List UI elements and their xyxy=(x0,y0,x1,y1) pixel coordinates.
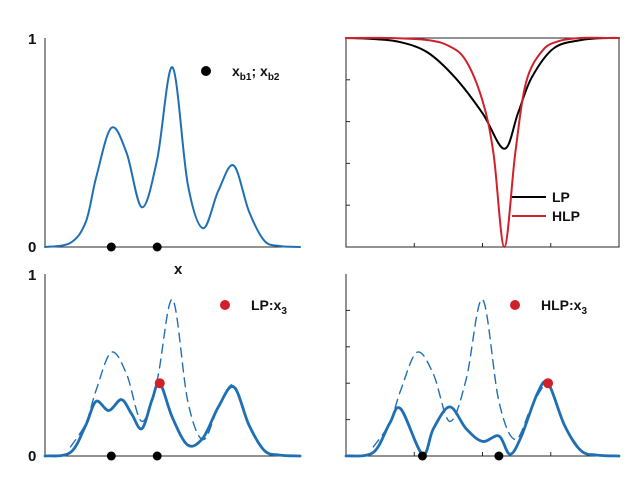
legend: LP HLP xyxy=(512,189,580,224)
y-tick-label-bottom: 0 xyxy=(28,448,36,465)
series-dashed-line xyxy=(69,298,265,452)
series-solid-line xyxy=(344,380,621,458)
y-tick-label-top: 1 xyxy=(28,31,36,48)
legend: xb1; xb2 xyxy=(201,63,280,83)
legend-label-lp: LP xyxy=(552,189,570,205)
legend-marker-red xyxy=(510,300,520,310)
y-tick-label-top: 1 xyxy=(28,267,36,284)
bottom-point-marker xyxy=(152,451,162,461)
panel-top-left: 1 0 x xb1; xb2 xyxy=(28,31,301,278)
panel-bottom-left: 1 0 LP:x3 xyxy=(28,267,302,465)
panel-bottom-right: HLP:x3 xyxy=(344,274,621,461)
x-axis-label: x xyxy=(174,261,183,278)
highlight-point-marker xyxy=(154,378,165,389)
bottom-point-marker xyxy=(106,451,116,461)
bottom-point-marker xyxy=(152,242,162,252)
series-solid-line xyxy=(44,66,301,248)
legend-label-xb: xb1; xb2 xyxy=(232,63,280,83)
legend: LP:x3 xyxy=(220,297,287,317)
legend-marker-red xyxy=(220,300,230,310)
bottom-point-marker xyxy=(417,451,427,461)
series-dashed-line xyxy=(372,298,582,452)
highlight-point-marker xyxy=(543,378,554,389)
legend-label-hlp: HLP xyxy=(552,208,580,224)
panel-top-right: LP HLP xyxy=(345,36,620,248)
legend-label-hlp-x3: HLP:x3 xyxy=(541,297,587,317)
legend-marker-black xyxy=(201,66,211,76)
legend: HLP:x3 xyxy=(510,297,587,317)
legend-label-lp-x3: LP:x3 xyxy=(251,297,287,317)
series-solid-line xyxy=(43,381,302,458)
series-hlp-line xyxy=(345,36,620,248)
y-tick-label-bottom: 0 xyxy=(28,239,36,256)
series-lp-line xyxy=(345,36,620,150)
bottom-point-marker xyxy=(106,242,116,252)
bottom-point-marker xyxy=(494,451,504,461)
